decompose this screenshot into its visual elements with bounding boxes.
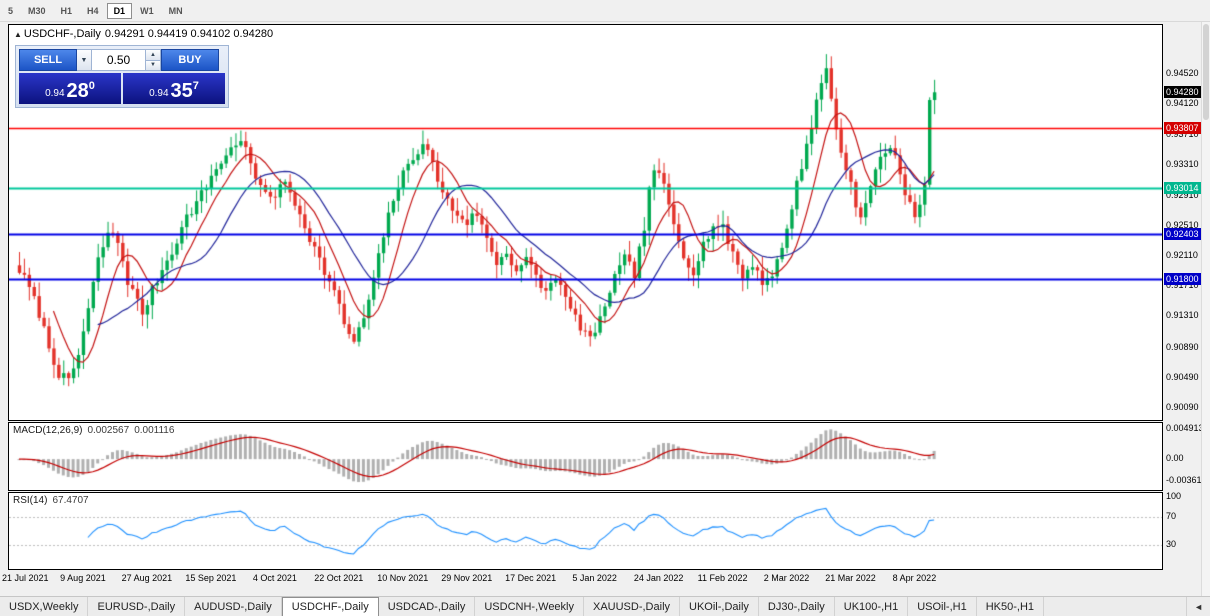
date-label: 17 Dec 2021 [505,573,557,583]
date-label: 29 Nov 2021 [441,573,493,583]
macd-chart-canvas[interactable] [9,423,1162,490]
price-axis-value: 0.94520 [1166,68,1199,79]
date-label: 24 Jan 2022 [633,573,684,583]
current-price-badge: 0.94280 [1164,86,1201,99]
price-axis-value: 0.92110 [1166,249,1198,260]
date-label: 21 Mar 2022 [825,573,876,583]
chart-tab-dj30-daily[interactable]: DJ30-,Daily [759,597,835,616]
lot-size-input[interactable] [92,49,146,71]
buy-price-pips: 35 [170,80,193,102]
rsi-label: RSI(14) 67.4707 [13,495,89,506]
level-price-badge: 0.91800 [1164,273,1201,286]
chart-tab-usdcad-daily[interactable]: USDCAD-,Daily [379,597,476,616]
chart-tabs-bar: USDX,Weekly EURUSD-,Daily AUDUSD-,Daily USD… [0,596,1210,616]
date-label: 15 Sep 2021 [185,573,237,583]
date-label: 5 Jan 2022 [572,573,617,583]
price-axis-value: 0.92910 [1166,189,1199,200]
date-label: 10 Nov 2021 [377,573,429,583]
rsi-axis-value: 70 [1166,511,1177,522]
lot-increase-button[interactable]: ▲ [146,49,161,61]
macd-axis-value: -0.003614 [1166,475,1207,486]
price-axis-value: 0.93710 [1166,129,1199,140]
price-axis-value: 0.90890 [1166,341,1199,352]
macd-signal-value: 0.001116 [134,425,175,436]
buy-price-display[interactable]: 0.94 35 7 [123,73,225,104]
chart-tab-usdx-weekly[interactable]: USDX,Weekly [0,597,89,616]
timeframe-button-d1[interactable]: D1 [106,2,133,19]
buy-price-point: 7 [192,80,199,92]
vertical-scrollbar[interactable] [1201,22,1210,596]
rsi-axis-value: 100 [1166,491,1182,501]
buy-price-base: 0.94 [149,88,169,99]
chart-title: ▲ USDCHF-,Daily 0.94291 0.94419 0.94102 0.… [14,28,273,40]
trade-controls-row: SELL ▼ ▲ ▼ BUY [19,49,225,71]
sell-price-pips: 28 [66,80,89,102]
date-label: 22 Oct 2021 [314,573,364,583]
chart-ohlc-values: 0.94291 0.94419 0.94102 0.94280 [104,28,274,40]
price-axis-value: 0.94120 [1166,98,1199,109]
macd-axis-value: 0.00 [1166,453,1184,464]
price-axis-value: 0.91310 [1166,310,1199,321]
chart-tab-uk100-h1[interactable]: UK100-,H1 [835,597,909,616]
price-axis-value: 0.90490 [1166,371,1199,382]
macd-name: MACD(12,26,9) [13,425,83,436]
date-label: 11 Feb 2022 [697,573,748,583]
level-price-badge: 0.93807 [1164,121,1201,134]
sell-price-display[interactable]: 0.94 28 0 [19,73,121,104]
time-axis[interactable]: 21 Jul 2021 9 Aug 2021 27 Aug 2021 15 Sep 2… [0,572,1210,586]
buy-button[interactable]: BUY [161,49,219,71]
level-price-badge: 0.92403 [1164,227,1201,240]
chart-tab-ukoil-daily[interactable]: UKOil-,Daily [680,597,759,616]
chart-tab-usoil-h1[interactable]: USOil-,H1 [908,597,977,616]
price-chart-panel: ▲ USDCHF-,Daily 0.94291 0.94419 0.94102 0.… [8,24,1163,421]
sell-price-point: 0 [88,80,95,92]
level-price-badge: 0.93014 [1164,181,1201,194]
timeframe-button-w1[interactable]: W1 [140,5,154,16]
date-label: 27 Aug 2021 [121,573,173,583]
rsi-value: 67.4707 [52,495,89,506]
timeframe-button-5[interactable]: 5 [8,5,14,16]
price-axis[interactable]: 0.94520 0.94120 0.93710 0.93310 0.92910 0.925… [1164,0,1207,596]
price-axis-value: 0.90090 [1166,401,1199,412]
date-label: 9 Aug 2021 [60,573,106,583]
tabs-scroll-left-icon[interactable]: ◄ [1186,597,1210,616]
timeframe-button-mn[interactable]: MN [168,5,183,16]
chart-tab-xauusd-daily[interactable]: XAUUSD-,Daily [584,597,681,616]
rsi-chart-canvas[interactable] [9,493,1162,569]
chart-tab-hk50-h1[interactable]: HK50-,H1 [977,597,1045,616]
macd-indicator-panel: MACD(12,26,9) 0.002567 0.001116 [8,422,1163,491]
chart-tab-audusd-daily[interactable]: AUDUSD-,Daily [185,597,282,616]
timeframe-button-m30[interactable]: M30 [28,5,46,16]
chart-tab-eurusd-daily[interactable]: EURUSD-,Daily [88,597,186,616]
timeframe-toolbar: 5 M30 H1 H4 D1 W1 MN [0,0,1210,22]
timeframe-button-h1[interactable]: H1 [60,5,73,16]
trade-panel-collapse-icon[interactable]: ▲ [14,30,22,39]
rsi-name: RSI(14) [13,495,48,506]
sell-price-base: 0.94 [45,88,65,99]
date-label: 21 Jul 2021 [2,573,49,583]
macd-main-value: 0.002567 [87,425,130,436]
macd-axis-value: 0.004913 [1166,422,1204,433]
lot-decrease-button[interactable]: ▼ [146,60,161,71]
date-label: 2 Mar 2022 [763,573,810,583]
trade-prices-row: 0.94 28 0 0.94 35 7 [19,73,225,104]
chart-symbol-label: USDCHF-,Daily [23,28,101,40]
chart-tab-usdchf-daily[interactable]: USDCHF-,Daily [281,597,379,616]
lot-dropdown-button[interactable]: ▼ [77,49,92,71]
scrollbar-thumb[interactable] [1203,24,1209,120]
date-label: 4 Oct 2021 [252,573,297,583]
macd-label: MACD(12,26,9) 0.002567 0.001116 [13,425,174,436]
date-label: 8 Apr 2022 [892,573,937,583]
sell-button[interactable]: SELL [19,49,77,71]
lot-spinner: ▲ ▼ [146,49,161,71]
rsi-indicator-panel: RSI(14) 67.4707 [8,492,1163,570]
timeframe-button-h4[interactable]: H4 [87,5,99,16]
price-axis-value: 0.93310 [1166,159,1199,170]
rsi-axis-value: 30 [1166,538,1177,549]
chart-tab-usdcnh-weekly[interactable]: USDCNH-,Weekly [475,597,584,616]
price-axis-value: 0.92510 [1166,219,1199,230]
